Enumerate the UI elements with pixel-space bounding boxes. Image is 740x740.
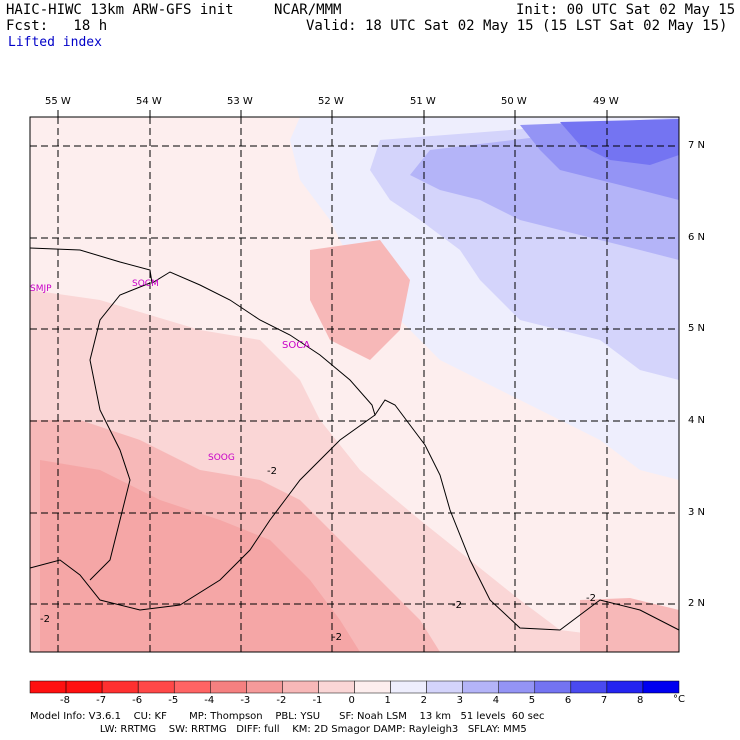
colorbar-segment [354,680,391,694]
contour-label: -2 [452,600,462,611]
valid-time: Valid: 18 UTC Sat 02 May 15 (15 LST Sat … [306,18,728,34]
lon-label-55w: 55 W [45,96,71,107]
model-info-line-2: LW: RRTMG SW: RRTMG DIFF: full KM: 2D Sm… [30,724,527,735]
lat-label-7n: 7 N [688,140,706,151]
colorbar-segment [570,680,608,694]
colorbar-segment [534,680,572,694]
field-name: Lifted index [8,35,102,50]
border-west [89,282,151,581]
model-title: HAIC-HIWC 13km ARW-GFS init [6,2,234,18]
colorbar-segment [282,680,319,694]
lat-label-5n: 5 N [688,323,706,334]
colorbar-segment [426,680,463,694]
colorbar-tick-label: 6 [564,695,572,706]
lat-label-2n: 2 N [688,598,706,609]
station-socm: SOCM [132,279,159,289]
colorbar-tick-label: 5 [528,695,536,706]
forecast-hour: Fcst: 18 h [6,18,108,34]
colorbar-segment [29,680,67,694]
colorbar [29,680,680,694]
colorbar-segment [210,680,247,694]
station-soca: SOCA [282,340,311,351]
contour-label: -2 [332,632,342,643]
colorbar-tick-label: 7 [600,695,608,706]
colorbar-segment [246,680,283,694]
axis-ticks [57,110,608,117]
colorbar-tick-label: 4 [492,695,500,706]
map-frame [29,116,680,653]
init-time: Init: 00 UTC Sat 02 May 15 [516,2,736,18]
negative-li-region-4 [310,240,410,360]
negative-li-region-5 [580,598,679,652]
lon-label-53w: 53 W [227,96,253,107]
colorbar-segment [498,680,536,694]
colorbar-tick-label: -6 [132,695,143,706]
lon-label-50w: 50 W [501,96,527,107]
lon-label-51w: 51 W [410,96,436,107]
colorbar-tick-label: -3 [240,695,251,706]
lon-label-49w: 49 W [593,96,619,107]
colorbar-segment [318,680,355,694]
contour-label: -2 [40,614,50,625]
positive-li-region-5 [560,119,679,165]
lat-label-4n: 4 N [688,415,706,426]
lat-label-3n: 3 N [688,507,706,518]
colorbar-tick-label: 0 [348,695,355,706]
colorbar-tick-label: -5 [168,695,179,706]
colorbar-tick-label: -4 [204,695,215,706]
contour-label: -2 [586,593,596,604]
colorbar-tick-label: 2 [420,695,427,706]
colorbar-segment [642,680,680,694]
colorbar-segment [173,680,211,694]
lon-label-52w: 52 W [318,96,344,107]
lon-label-54w: 54 W [136,96,162,107]
colorbar-segment [462,680,499,694]
station-smjp: SMJP [30,284,52,294]
model-info-line-1: Model Info: V3.6.1 CU: KF MP: Thompson P… [30,711,545,722]
colorbar-tick-label: 3 [456,695,464,706]
colorbar-segment [606,680,644,694]
colorbar-tick-label: 8 [636,695,644,706]
colorbar-unit: °C [673,694,685,705]
colorbar-tick-label: -1 [312,695,323,706]
graticule [30,117,679,652]
contour-label: -2 [267,466,277,477]
colorbar-tick-label: 1 [384,695,391,706]
colorbar-segment [65,680,103,694]
colorbar-segment [390,680,427,694]
lat-label-6n: 6 N [688,232,706,243]
colorbar-tick-label: -7 [96,695,107,706]
border-suriname-guyane [29,414,376,611]
station-soog: SOOG [208,453,235,463]
org-label: NCAR/MMM [274,2,342,18]
colorbar-segment [101,680,139,694]
colorbar-tick-label: -8 [60,695,71,706]
colorbar-segment [137,680,175,694]
colorbar-tick-label: -2 [276,695,287,706]
